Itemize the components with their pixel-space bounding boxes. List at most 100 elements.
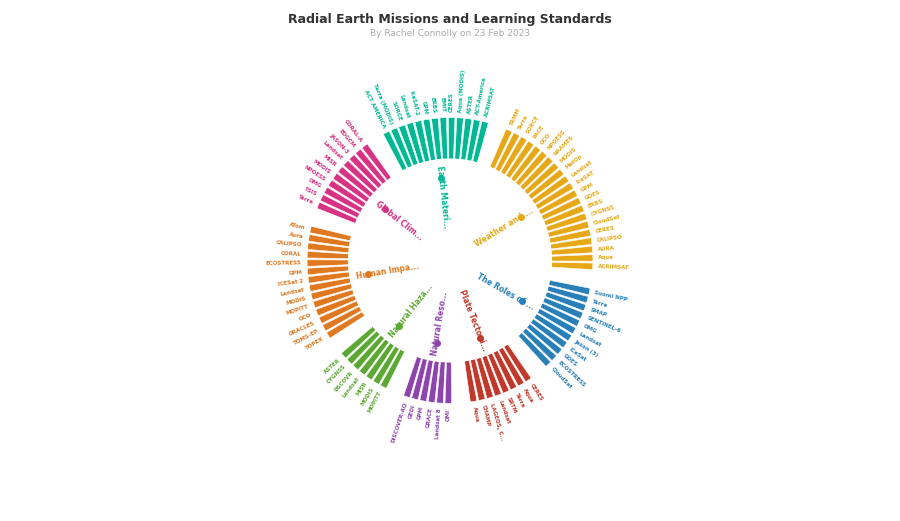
Polygon shape	[415, 120, 429, 163]
Text: MOPITT: MOPITT	[367, 391, 383, 414]
Polygon shape	[519, 157, 553, 190]
Polygon shape	[310, 226, 352, 241]
Polygon shape	[448, 118, 454, 159]
Polygon shape	[320, 195, 360, 218]
Text: TSIS: TSIS	[303, 187, 318, 197]
Polygon shape	[535, 183, 573, 209]
Text: ICeSat: ICeSat	[568, 346, 587, 362]
Polygon shape	[423, 119, 436, 161]
Text: Terra: Terra	[517, 114, 529, 130]
Polygon shape	[341, 326, 376, 358]
Text: GPM: GPM	[417, 406, 425, 420]
Text: OMG: OMG	[307, 178, 322, 190]
Text: Natural Reso...: Natural Reso...	[430, 291, 449, 356]
Text: Radial Earth Missions and Learning Standards: Radial Earth Missions and Learning Stand…	[288, 13, 612, 26]
Text: ECOSTRESS: ECOSTRESS	[556, 360, 586, 388]
Polygon shape	[544, 205, 584, 226]
Text: ORACLES: ORACLES	[289, 320, 317, 337]
Polygon shape	[540, 303, 580, 326]
Polygon shape	[344, 160, 378, 193]
Text: By Rachel Connolly on 23 Feb 2023: By Rachel Connolly on 23 Feb 2023	[370, 29, 530, 38]
Polygon shape	[359, 339, 390, 375]
Polygon shape	[353, 335, 385, 370]
Text: TRMM: TRMM	[509, 107, 521, 127]
Polygon shape	[309, 234, 350, 247]
Text: CERES: CERES	[529, 383, 544, 402]
Polygon shape	[328, 180, 366, 207]
Text: DISCOVER-AQ: DISCOVER-AQ	[390, 401, 408, 443]
Text: CERES: CERES	[595, 225, 616, 234]
Polygon shape	[506, 141, 534, 179]
Polygon shape	[528, 169, 564, 200]
Text: TOPEX: TOPEX	[305, 336, 325, 351]
Text: ACRIMSAT: ACRIMSAT	[598, 264, 630, 270]
Text: NPOESS: NPOESS	[303, 164, 327, 182]
Text: Landsat: Landsat	[280, 287, 305, 296]
Polygon shape	[549, 229, 590, 243]
Text: LAGEOS, C...: LAGEOS, C...	[490, 402, 505, 441]
Polygon shape	[374, 346, 400, 384]
Polygon shape	[551, 246, 593, 255]
Text: ASTER: ASTER	[323, 357, 341, 375]
Polygon shape	[526, 324, 562, 354]
Polygon shape	[495, 133, 519, 172]
Polygon shape	[310, 278, 351, 292]
Text: CloudSat: CloudSat	[593, 214, 621, 226]
Polygon shape	[308, 272, 350, 283]
Polygon shape	[407, 122, 424, 164]
Text: Landsat: Landsat	[399, 94, 410, 119]
Text: Terra (MODIS): Terra (MODIS)	[373, 83, 394, 125]
Polygon shape	[316, 295, 356, 316]
Polygon shape	[327, 312, 365, 338]
Text: ECOSTRESS: ECOSTRESS	[266, 260, 302, 266]
Text: Plate Tectoni...: Plate Tectoni...	[457, 288, 490, 352]
Text: GRACE: GRACE	[426, 407, 433, 428]
Text: CORAL-A: CORAL-A	[343, 118, 364, 143]
Text: Landsat: Landsat	[498, 399, 510, 424]
Polygon shape	[308, 243, 349, 253]
Polygon shape	[543, 297, 583, 319]
Text: AURA: AURA	[598, 245, 616, 252]
Polygon shape	[461, 118, 472, 160]
Polygon shape	[317, 202, 357, 224]
Text: OMI: OMI	[446, 409, 451, 421]
Polygon shape	[307, 260, 349, 266]
Polygon shape	[522, 328, 556, 361]
Text: Landsat 8: Landsat 8	[435, 408, 442, 439]
Text: NPOESS: NPOESS	[546, 129, 566, 151]
Polygon shape	[472, 121, 489, 163]
Text: CloudSat: CloudSat	[550, 366, 573, 390]
Polygon shape	[391, 128, 412, 168]
Polygon shape	[524, 163, 559, 195]
Polygon shape	[547, 221, 590, 237]
Polygon shape	[347, 331, 381, 364]
Text: Landsat: Landsat	[570, 159, 593, 178]
Polygon shape	[500, 137, 526, 175]
Polygon shape	[551, 255, 593, 261]
Text: Global Clim...: Global Clim...	[374, 200, 425, 242]
Text: ACRIMSAT: ACRIMSAT	[484, 85, 497, 117]
Polygon shape	[545, 213, 587, 231]
Text: CYGNSS: CYGNSS	[326, 364, 347, 385]
Text: CHAMP: CHAMP	[481, 404, 491, 427]
Text: OCO: OCO	[539, 132, 552, 145]
Text: Aqua: Aqua	[472, 406, 480, 423]
Text: PACE: PACE	[532, 124, 545, 140]
Text: ATom: ATom	[289, 222, 306, 231]
Text: Natural Haza...: Natural Haza...	[387, 282, 435, 339]
Text: MODIS: MODIS	[360, 386, 375, 406]
Polygon shape	[467, 119, 480, 162]
Text: GPM: GPM	[288, 269, 302, 276]
Polygon shape	[510, 146, 541, 182]
Text: SORCE: SORCE	[391, 101, 402, 122]
Text: MODIS: MODIS	[559, 146, 578, 164]
Polygon shape	[307, 251, 349, 258]
Text: CALIPSO: CALIPSO	[597, 234, 624, 243]
Text: ICESat 2: ICESat 2	[277, 278, 303, 287]
Text: CALIPSO: CALIPSO	[276, 241, 302, 248]
Text: MetOp: MetOp	[564, 154, 584, 170]
Text: The Roles of ...: The Roles of ...	[475, 272, 536, 312]
Polygon shape	[411, 358, 428, 400]
Text: Terra: Terra	[592, 299, 608, 308]
Polygon shape	[551, 263, 593, 270]
